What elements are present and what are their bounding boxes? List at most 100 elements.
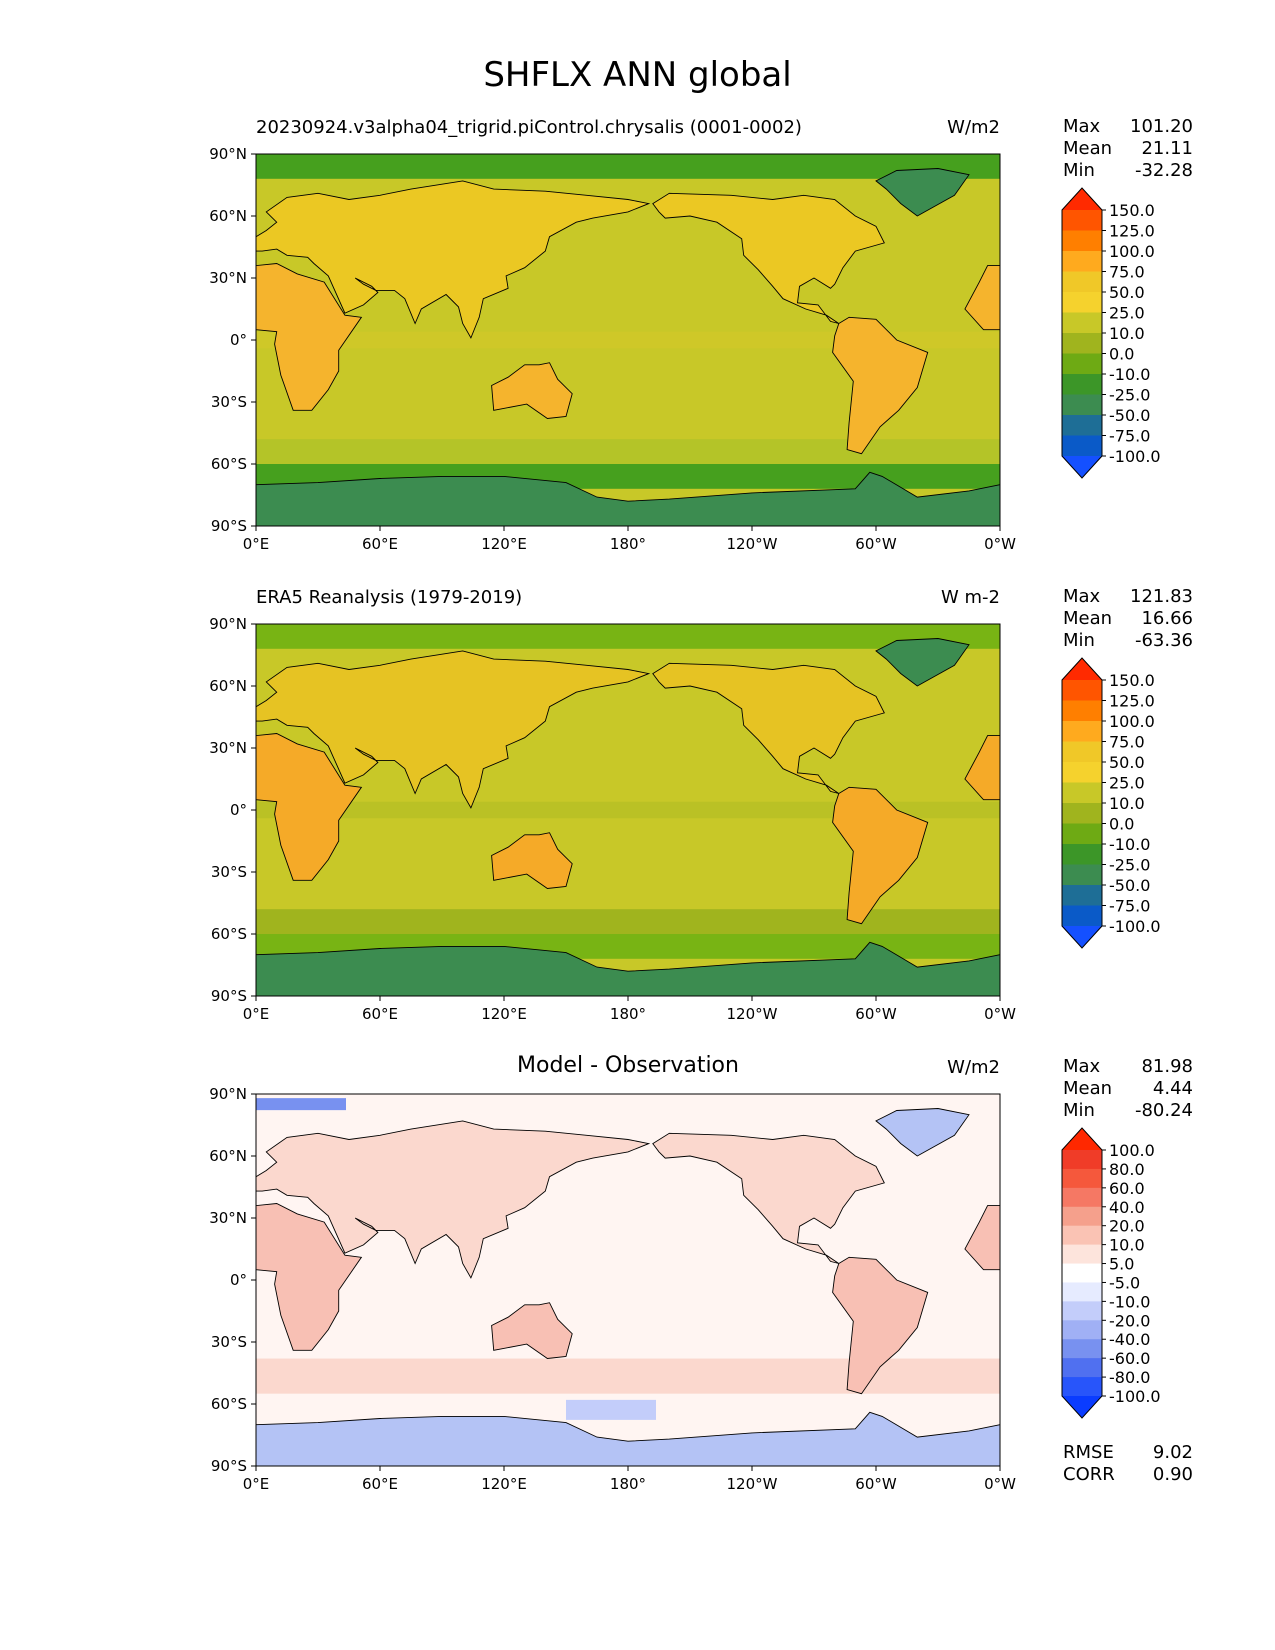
lon-tick-label: 180°	[610, 1475, 646, 1493]
stat-max: Max 81.98	[1063, 1056, 1193, 1077]
panel-units: W m-2	[940, 587, 1000, 608]
stat-min: Min -32.28	[1063, 160, 1193, 181]
colorbar-segment	[1062, 435, 1102, 457]
lon-tick-label: 60°E	[362, 1475, 398, 1493]
lon-tick-label: 120°E	[481, 1475, 527, 1493]
arctic-band	[256, 624, 1000, 649]
lon-tick-label: 120°W	[727, 1005, 778, 1023]
colorbar-segment	[1062, 394, 1102, 416]
lat-tick-label: 0°	[230, 1271, 247, 1289]
lon-tick-label: 0°W	[984, 535, 1016, 553]
lon-tick-label: 0°W	[984, 1005, 1016, 1023]
southern-negative-patch	[566, 1399, 656, 1420]
lat-tick-label: 30°N	[209, 739, 247, 757]
colorbar-tick-label: 0.0	[1109, 345, 1134, 364]
lat-tick-label: 60°N	[209, 677, 247, 695]
panel-units: W/m2	[947, 1057, 1000, 1078]
lon-tick-label: 120°W	[727, 535, 778, 553]
colorbar-segment	[1062, 864, 1102, 886]
colorbar-tick-label: -50.0	[1109, 406, 1150, 425]
colorbar-tick-label: -25.0	[1109, 386, 1150, 405]
colorbar-tick-label: 50.0	[1109, 283, 1145, 302]
stat-mean: Mean 4.44	[1063, 1078, 1193, 1099]
colorbar-extend-min	[1062, 926, 1102, 948]
colorbar-segment	[1062, 251, 1102, 272]
colorbar-tick-label: 25.0	[1109, 304, 1145, 323]
panel-model: 20230924.v3alpha04_trigrid.piControl.chr…	[0, 110, 1275, 580]
colorbar-tick-label: 0.0	[1109, 815, 1134, 834]
lat-tick-label: 90°N	[209, 1085, 247, 1103]
colorbar-extend-min	[1062, 1396, 1102, 1418]
eurasia-landmass	[255, 180, 651, 339]
colorbar-segment	[1062, 1320, 1102, 1340]
equatorial-band	[256, 801, 1000, 819]
eurasia-landmass	[255, 650, 651, 809]
colorbar-segment	[1062, 844, 1102, 865]
colorbar-segment	[1062, 905, 1102, 927]
lon-tick-label: 0°E	[243, 1005, 270, 1023]
colorbar-segment	[1062, 700, 1102, 722]
colorbar-segment	[1062, 1244, 1102, 1265]
colorbar-segment	[1062, 1168, 1102, 1189]
stat-min: Min -80.24	[1063, 1100, 1193, 1121]
lat-tick-label: 60°S	[211, 925, 247, 943]
lat-tick-label: 30°N	[209, 1209, 247, 1227]
colorbar-segment	[1062, 782, 1102, 804]
colorbar-tick-label: 10.0	[1109, 1236, 1145, 1255]
colorbar-segment	[1062, 1282, 1102, 1302]
southern-ocean-band	[256, 439, 1000, 464]
africaE-landmass	[255, 263, 363, 411]
namerica-landmass	[652, 1132, 885, 1264]
lat-tick-label: 0°	[230, 801, 247, 819]
stats-box: Max 81.98 Mean 4.44 Min -80.24	[1063, 1056, 1193, 1122]
australia-landmass	[491, 832, 573, 889]
colorbar-segment	[1062, 210, 1102, 231]
namerica-landmass	[652, 192, 885, 324]
lat-tick-label: 30°S	[211, 1333, 247, 1351]
lon-tick-label: 60°E	[362, 535, 398, 553]
colorbar-tick-label: -25.0	[1109, 856, 1150, 875]
map-plot: 90°N 60°N 30°N 0° 30°S 60°S 90°S0°E 60°E 120°E 18…	[209, 615, 1160, 1023]
colorbar-segment	[1062, 333, 1102, 354]
eurasia-landmass	[255, 1120, 651, 1279]
lon-tick-label: 0°W	[984, 1475, 1016, 1493]
samerica-landmass	[832, 316, 929, 455]
colorbar-tick-label: 75.0	[1109, 733, 1145, 752]
colorbar-tick-label: 100.0	[1109, 1141, 1155, 1160]
colorbar-extend-min	[1062, 456, 1102, 478]
lat-tick-label: 90°N	[209, 615, 247, 633]
colorbar-tick-label: 75.0	[1109, 263, 1145, 282]
colorbar-tick-label: -75.0	[1109, 897, 1150, 916]
lon-tick-label: 180°	[610, 535, 646, 553]
colorbar-tick-label: -5.0	[1109, 1273, 1140, 1292]
lat-tick-label: 30°S	[211, 863, 247, 881]
stat-max: Max 121.83	[1063, 586, 1193, 607]
namerica-landmass	[652, 662, 885, 794]
colorbar-segment	[1062, 292, 1102, 313]
colorbar-extend-max	[1062, 1128, 1102, 1150]
colorbar-tick-label: -100.0	[1109, 1387, 1161, 1406]
colorbar-segment	[1062, 823, 1102, 845]
lon-tick-label: 120°W	[727, 1475, 778, 1493]
colorbar-tick-label: 50.0	[1109, 753, 1145, 772]
stats-box: Max 121.83 Mean 16.66 Min -63.36	[1063, 586, 1193, 652]
colorbar-tick-label: 60.0	[1109, 1179, 1145, 1198]
southern-ocean-band	[256, 1358, 1000, 1394]
colorbar-tick-label: 150.0	[1109, 201, 1155, 220]
colorbar-tick-label: 40.0	[1109, 1198, 1145, 1217]
colorbar-tick-label: -75.0	[1109, 427, 1150, 446]
panel-units: W/m2	[947, 117, 1000, 138]
lon-tick-label: 180°	[610, 1005, 646, 1023]
stat-mean: Mean 21.11	[1063, 138, 1193, 159]
lat-tick-label: 60°S	[211, 455, 247, 473]
colorbar-tick-label: 10.0	[1109, 794, 1145, 813]
africaE-landmass	[255, 1203, 363, 1351]
greenland-landmass	[875, 168, 970, 217]
colorbar-tick-label: 125.0	[1109, 222, 1155, 241]
lat-tick-label: 30°N	[209, 269, 247, 287]
error-stats-box: RMSE 9.02 CORR 0.90	[1063, 1442, 1193, 1486]
colorbar-segment	[1062, 1206, 1102, 1227]
colorbar-segment	[1062, 762, 1102, 783]
colorbar-segment	[1062, 1263, 1102, 1283]
colorbar-segment	[1062, 1301, 1102, 1321]
